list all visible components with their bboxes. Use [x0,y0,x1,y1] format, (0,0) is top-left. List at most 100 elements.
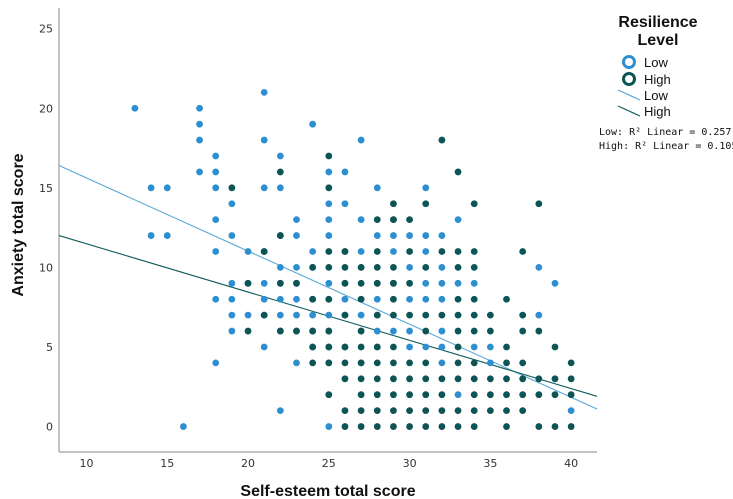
x-tick-label: 35 [483,457,497,470]
data-point-high [454,327,462,335]
data-point-high [357,423,365,430]
data-point-high [309,263,317,271]
data-point-high [438,311,446,319]
data-point-high [260,248,268,255]
data-point-low [357,248,365,255]
data-point-high [228,184,236,192]
data-point-high [503,343,510,351]
data-point-low [212,216,220,224]
data-point-low [325,200,333,208]
data-point-low [357,216,365,224]
data-point-low [276,263,284,271]
x-tick-label: 40 [564,457,578,470]
legend-high-fit-line [617,105,641,117]
data-point-low [438,232,446,239]
data-point-low [551,279,559,287]
x-tick-label: 25 [322,457,336,470]
data-point-low [373,327,381,335]
data-point-high [519,311,527,319]
data-point-high [309,295,317,303]
data-point-high [519,375,527,383]
data-point-low [438,263,446,271]
y-axis-title: Anxiety total score [10,153,27,296]
data-point-high [276,279,284,287]
data-point-high [551,391,559,399]
data-point-high [470,407,478,415]
data-point-high [244,327,252,335]
data-point-high [503,359,510,367]
legend: Resilience Level Low High Low High Low: … [599,14,733,152]
data-point-low [390,248,397,255]
data-point-high [357,279,365,287]
data-point-low [131,104,139,112]
data-point-low [147,184,155,192]
data-point-high [390,407,397,415]
data-point-high [390,391,397,399]
data-point-high [454,295,462,303]
legend-high-label: High [644,72,671,87]
data-point-high [422,375,430,383]
y-axis-ticks: 0 5 10 15 20 25 [39,23,53,434]
data-point-high [454,311,462,319]
data-point-low [373,295,381,303]
data-point-high [470,423,478,430]
data-point-low [228,279,236,287]
data-point-low [454,216,462,224]
data-point-high [470,391,478,399]
data-point-high [406,359,413,367]
data-point-low [373,184,381,192]
data-point-high [309,327,317,335]
x-tick-label: 10 [79,457,93,470]
data-point-low [293,359,300,367]
data-point-low [228,232,236,239]
data-point-high [567,423,575,430]
data-point-low [293,311,300,319]
data-point-high [438,248,446,255]
data-point-high [567,375,575,383]
data-point-low [212,295,220,303]
legend-high-marker [622,72,636,86]
data-point-low [325,311,333,319]
data-point-low [454,279,462,287]
data-point-low [470,279,478,287]
data-point-high [406,311,413,319]
data-point-high [486,391,494,399]
fit-line-low [58,165,598,410]
data-point-low [567,407,575,415]
data-point-low [438,295,446,303]
data-point-low [438,343,446,351]
x-axis-title: Self-esteem total score [240,483,415,499]
data-point-high [309,343,317,351]
data-point-high [357,327,365,335]
data-point-low [196,136,203,144]
data-point-low [147,232,155,239]
legend-low-fit-line [617,89,641,101]
data-point-low [341,295,349,303]
data-point-low [196,168,203,176]
plot-area: 0 5 10 15 20 25 10 15 20 25 30 35 40 [39,8,598,470]
data-point-low [422,248,430,255]
data-point-high [454,359,462,367]
y-tick-label: 0 [46,421,53,434]
data-point-high [325,359,333,367]
data-point-high [325,263,333,271]
data-point-high [551,423,559,430]
data-point-high [422,200,430,208]
data-point-low [422,184,430,192]
data-point-high [503,295,510,303]
data-point-high [309,359,317,367]
data-point-high [390,359,397,367]
data-point-high [325,343,333,351]
data-point-high [486,311,494,319]
data-point-high [551,343,559,351]
data-point-low [244,248,252,255]
data-point-low [276,311,284,319]
data-point-high [454,423,462,430]
data-point-low [325,232,333,239]
x-tick-label: 20 [241,457,255,470]
data-point-high [567,391,575,399]
data-point-high [519,407,527,415]
data-point-low [260,279,268,287]
data-point-high [357,343,365,351]
legend-low-marker [622,55,636,69]
